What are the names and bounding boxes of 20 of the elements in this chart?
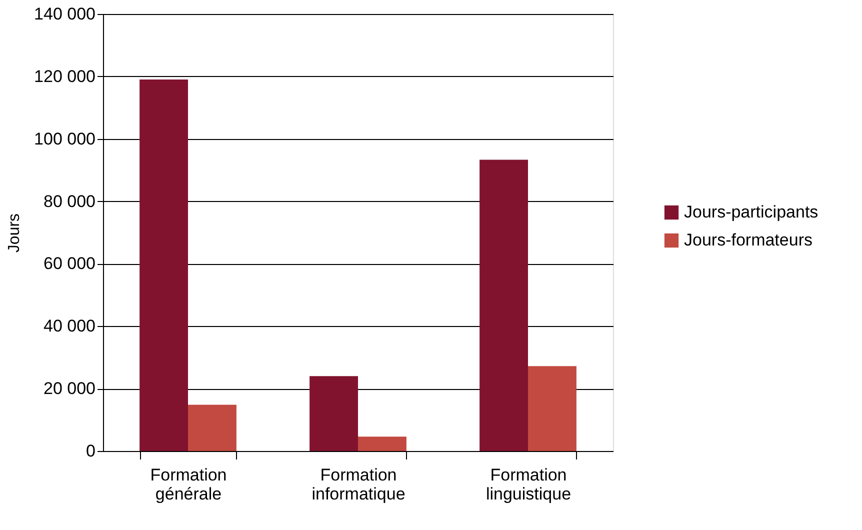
legend-label: Jours-formateurs <box>684 230 812 250</box>
bar <box>188 404 236 451</box>
y-axis-title: Jours <box>6 213 24 253</box>
y-tick-label: 100 000 <box>34 129 96 148</box>
y-tick-label: 140 000 <box>34 4 96 24</box>
y-tick-label: 20 000 <box>44 379 96 398</box>
bar <box>310 376 358 451</box>
y-tick-label: 80 000 <box>44 192 96 211</box>
y-tick-label: 120 000 <box>34 66 96 86</box>
y-tick-label: 60 000 <box>44 254 96 274</box>
y-tick-label: 0 <box>86 442 96 460</box>
x-tick-label: Formation linguistique <box>486 466 572 504</box>
bar <box>480 160 528 451</box>
y-tick-label: 40 000 <box>44 316 96 336</box>
bar <box>140 80 188 451</box>
bar <box>528 366 576 451</box>
legend-label: Jours-participants <box>684 202 818 222</box>
x-tick-label: Formation générale <box>150 466 227 504</box>
bar <box>358 436 406 451</box>
x-tick-label: Formation informatique <box>312 466 406 504</box>
